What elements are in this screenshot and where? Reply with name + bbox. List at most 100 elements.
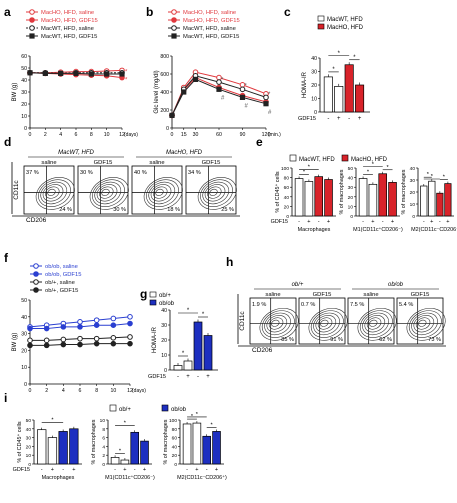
bar xyxy=(344,64,354,113)
contour-ring xyxy=(310,310,344,338)
x-tick-label: 30 xyxy=(193,132,199,138)
x-axis-label: (days) xyxy=(124,132,138,138)
legend-label: ob/ob, saline xyxy=(45,264,78,270)
quadrant-value-top-left: 7.5 % xyxy=(350,302,364,308)
plot-label: saline xyxy=(41,160,56,166)
y-tick-label: 60 xyxy=(172,436,178,442)
treatment-sign: + xyxy=(307,219,310,225)
legend-marker xyxy=(29,25,35,31)
y-tick-label: 0 xyxy=(24,126,27,132)
bar xyxy=(69,428,79,465)
y-tick-label: 0 xyxy=(102,462,105,468)
data-point xyxy=(263,94,269,101)
contour-ring xyxy=(357,307,397,341)
bar xyxy=(173,365,183,371)
y-tick-label: 50 xyxy=(26,418,32,424)
bar xyxy=(444,183,452,217)
significance-marker: * xyxy=(431,174,434,180)
y-axis-label: % of macrophages xyxy=(91,419,97,464)
category-label: Macrophages xyxy=(42,475,75,481)
legend-label: MacWT, HFD xyxy=(327,17,363,23)
bar xyxy=(130,431,139,465)
significance-marker: * xyxy=(303,170,306,176)
legend-swatch xyxy=(341,154,349,162)
y-axis-label: HOMA-IR xyxy=(302,71,308,98)
y-tick-label: 20 xyxy=(21,348,27,354)
data-point xyxy=(43,337,50,344)
contour-ring xyxy=(47,188,56,196)
legend-marker xyxy=(171,25,177,31)
y-tick-label: 20 xyxy=(348,195,354,201)
significance-marker: * xyxy=(125,78,128,84)
y-tick-label: 2 xyxy=(102,453,105,459)
legend-marker xyxy=(171,33,177,39)
y-tick-label: 10 xyxy=(161,353,167,359)
panel-letter-h: h xyxy=(226,255,233,269)
legend-marker xyxy=(33,263,39,269)
x-tick-label: 0 xyxy=(29,132,32,138)
y-tick-label: 40 xyxy=(311,56,317,62)
legend-marker xyxy=(29,33,35,39)
y-axis-label: % of macrophages xyxy=(401,169,407,214)
contour-ring xyxy=(99,186,114,199)
series-line xyxy=(171,78,267,116)
quadrant-value-bottom-right: 85 % xyxy=(281,337,294,343)
legend-label: ob/ob xyxy=(159,301,175,307)
x-tick-label: 10 xyxy=(110,388,116,394)
legend-label: ob/+ xyxy=(159,293,171,299)
x-tick-label: 8 xyxy=(90,132,93,138)
data-point xyxy=(77,335,83,342)
y-tick-label: 0 xyxy=(166,126,169,132)
contour-ring xyxy=(369,319,378,327)
bar xyxy=(388,182,397,217)
data-point xyxy=(119,71,125,77)
contour-ring xyxy=(35,177,75,210)
y-tick-label: 20 xyxy=(284,204,290,210)
y-tick-label: 10 xyxy=(348,204,354,210)
y-tick-label: 30 xyxy=(21,332,27,338)
y-tick-label: 20 xyxy=(410,190,416,196)
y-tick-label: 10 xyxy=(21,114,27,120)
y-tick-label: 400 xyxy=(160,90,169,96)
contour-ring xyxy=(92,179,125,207)
quadrant-value-bottom-right: 62 % xyxy=(379,337,392,343)
y-tick-label: 40 xyxy=(348,176,354,182)
legend-swatch xyxy=(149,291,157,298)
significance-marker: * xyxy=(387,165,390,171)
quadrant-value-bottom-right: 73 % xyxy=(428,337,441,343)
bar xyxy=(47,437,58,465)
data-point xyxy=(263,101,269,107)
contour-ring xyxy=(366,317,382,330)
data-point xyxy=(60,336,67,343)
group-title: MacWT, HFD xyxy=(58,150,94,156)
treatment-label: GDF15 xyxy=(148,374,166,380)
significance-marker: * xyxy=(187,308,190,314)
significance-marker: * xyxy=(245,84,248,90)
y-tick-label: 0 xyxy=(28,462,31,468)
treatment-sign: - xyxy=(41,467,43,473)
data-point xyxy=(216,86,222,92)
panel-letter-g: g xyxy=(140,287,147,301)
legend-label: ob/+, saline xyxy=(45,280,75,286)
data-point xyxy=(77,319,83,325)
treatment-sign: + xyxy=(430,219,433,225)
treatment-sign: + xyxy=(195,467,198,473)
treatment-label: GDF15 xyxy=(13,467,30,473)
y-tick-label: 60 xyxy=(21,54,27,60)
significance-marker: * xyxy=(119,448,122,454)
data-point xyxy=(77,341,83,348)
contour-ring xyxy=(359,310,393,338)
bar xyxy=(110,457,120,465)
data-point xyxy=(110,335,117,341)
contour-ring xyxy=(146,179,179,207)
bar xyxy=(192,422,202,465)
quadrant-value-bottom-right: 18 % xyxy=(167,207,180,213)
legend-swatch xyxy=(161,404,169,412)
contour-ring xyxy=(38,179,71,207)
contour-ring xyxy=(271,319,280,327)
bar xyxy=(334,85,344,113)
x-axis-label: (min.) xyxy=(268,132,281,138)
